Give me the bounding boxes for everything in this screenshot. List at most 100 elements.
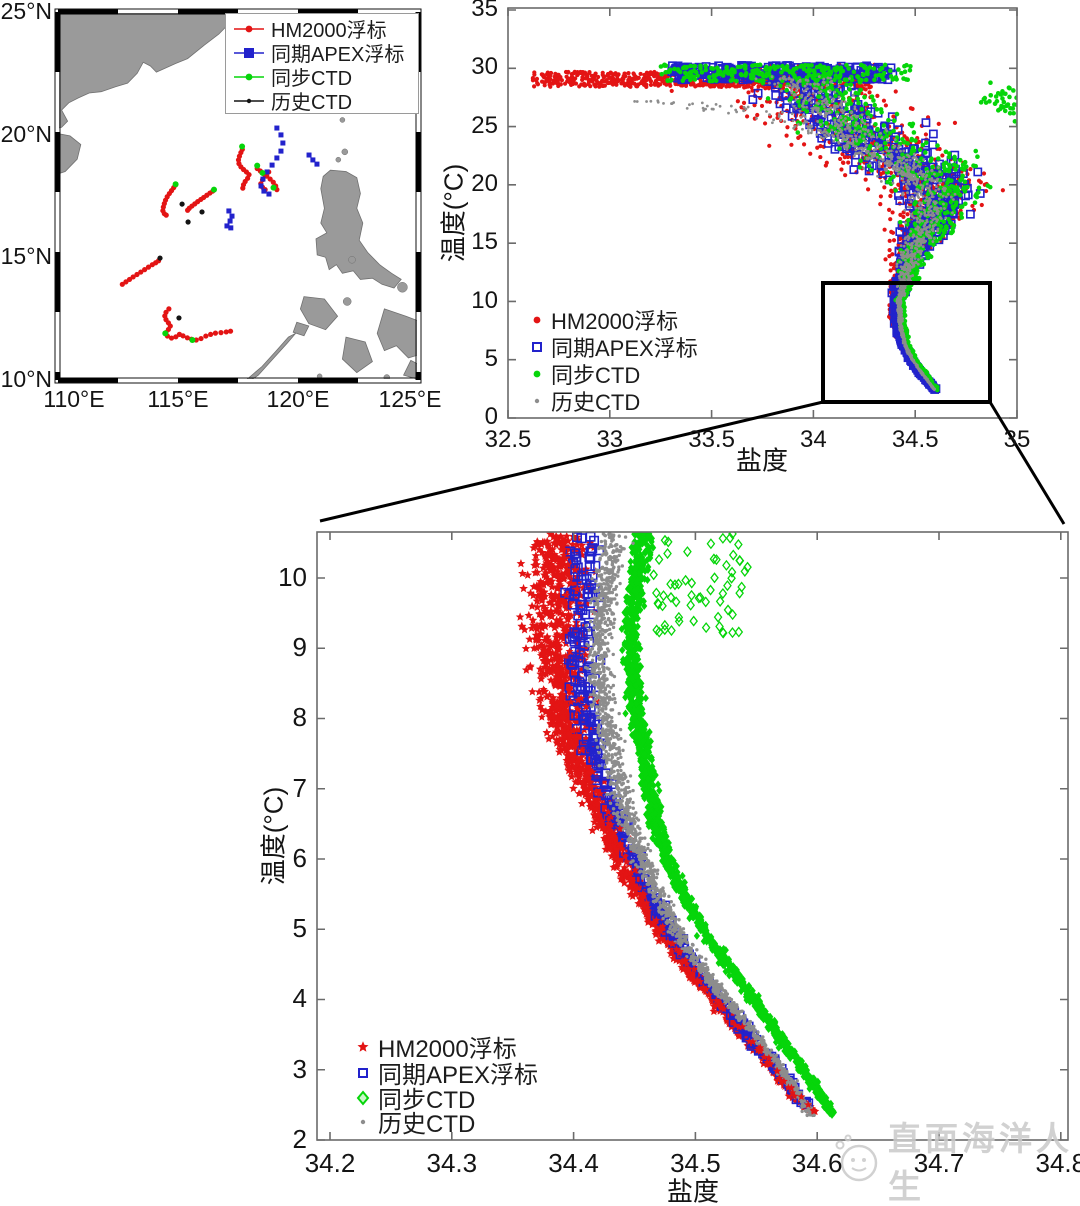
star-marker-icon [357,1040,369,1052]
legend-item: 历史CTD [346,1104,475,1139]
line-square-marker-icon [234,47,264,58]
legend-item-label: 历史CTD [378,1111,476,1138]
x-tick-label: 35 [1003,426,1031,453]
dot-small-marker-icon [534,398,540,404]
island-dot [397,282,408,293]
track-point-red [208,331,214,337]
track-point-red [180,333,186,339]
track-point-green [259,169,266,176]
track-point-green [172,181,179,188]
track-point-red [134,271,140,278]
legend-item: 同期APEX浮标 [346,1055,538,1090]
x-tick-label: 34.5 [670,1148,721,1178]
y-tick-label: 25 [471,111,498,139]
map-content [59,13,417,385]
y-tick-label: 30 [471,53,498,81]
track-point-blue [227,218,233,224]
land-hainan [59,133,82,175]
legend-item-label: HM2000浮标 [271,20,387,42]
track-point-blue [280,140,286,146]
track-point-blue [224,223,230,229]
y-tick-label: 3 [292,1053,307,1084]
track-point-red [168,335,175,341]
legend-item: 历史CTD [520,385,640,417]
island-dot [335,156,342,163]
legend-item-label: 同期APEX浮标 [551,336,698,361]
legend-item: HM2000浮标 [520,304,678,336]
legend-item: 同期APEX浮标 [232,38,404,67]
legend-item-label: 同期APEX浮标 [378,1062,539,1089]
x-tick-label: 34.4 [548,1148,599,1178]
track-point-blue [260,176,266,182]
dot-marker-icon [533,316,541,324]
legend-item: HM2000浮标 [346,1029,517,1064]
legend-item-label: 同步CTD [271,68,353,90]
square-marker-icon [358,1067,368,1078]
track-point-red [138,269,144,275]
y-tick-label: 2 [292,1123,307,1154]
x-tick-label: 33 [596,426,624,453]
track-point-green [254,162,261,169]
track-point-red [130,274,136,280]
x-tick-label: 34.8 [1035,1148,1080,1178]
map-x-tick-label: 110°E [43,386,105,412]
track-point-red [227,328,234,334]
land-samar [376,308,417,359]
y-tick-label: 9 [292,632,307,663]
land-luzon [315,169,402,289]
map-legend [225,13,419,114]
track-point-blue [278,132,284,138]
legend-item-label: 同期APEX浮标 [271,44,405,66]
legend-item: 历史CTD [232,86,352,115]
map-y-tick-label: 15°N [0,243,52,270]
track-point-red [203,333,209,339]
track-point-green [270,184,277,191]
track-point-green [211,186,217,193]
island-dot [342,297,352,306]
map-x-tick-label: 115°E [147,386,209,412]
track-point-red [270,179,276,185]
track-point-blue [306,152,312,158]
track-point-blue [310,157,316,163]
track-point-blue [266,191,272,197]
track-point-black [185,219,191,225]
track-point-black [157,255,163,261]
track-point-blue [278,148,284,154]
line-dot-marker-icon [234,25,264,32]
track-point-blue [229,213,235,219]
track-point-red [185,207,191,213]
legend-item: 同步CTD [346,1080,475,1115]
track-point-red [145,264,152,270]
x-tick-label: 34.2 [304,1148,356,1178]
x-tick-label: 34.5 [891,426,939,453]
track-point-green [189,337,196,344]
y-tick-label: 35 [471,0,498,23]
y-tick-label: 0 [484,403,498,431]
y-tick-label: 20 [471,169,498,197]
land-panay [341,336,373,374]
track-point-blue [226,208,232,214]
track-point-blue [258,183,264,189]
legend-item: 同步CTD [520,358,640,390]
island-dot [410,379,416,385]
map-y-tick-label: 10°N [0,366,52,392]
legend-item-label: 历史CTD [551,390,641,415]
y-tick-label: 10 [278,561,307,592]
track-point-black [199,209,205,215]
track-point-blue [274,125,280,131]
map-x-tick-label: 120°E [266,386,330,412]
island-dot [348,256,356,264]
island-dot [339,117,346,123]
map-y-tick-label: 20°N [0,120,52,147]
legend-item: HM2000浮标 [232,14,387,43]
map-y-tick-label: 25°N [0,0,52,24]
x-tick-label: 34 [800,426,827,453]
track-point-red [142,267,148,273]
x-tick-label: 32.5 [484,426,532,453]
legend-item-label: 同步CTD [551,363,641,388]
y-tick-label: 7 [292,772,307,803]
track-point-green [162,330,169,337]
legend-item-label: HM2000浮标 [551,309,679,334]
y-tick-label: 10 [471,286,498,314]
